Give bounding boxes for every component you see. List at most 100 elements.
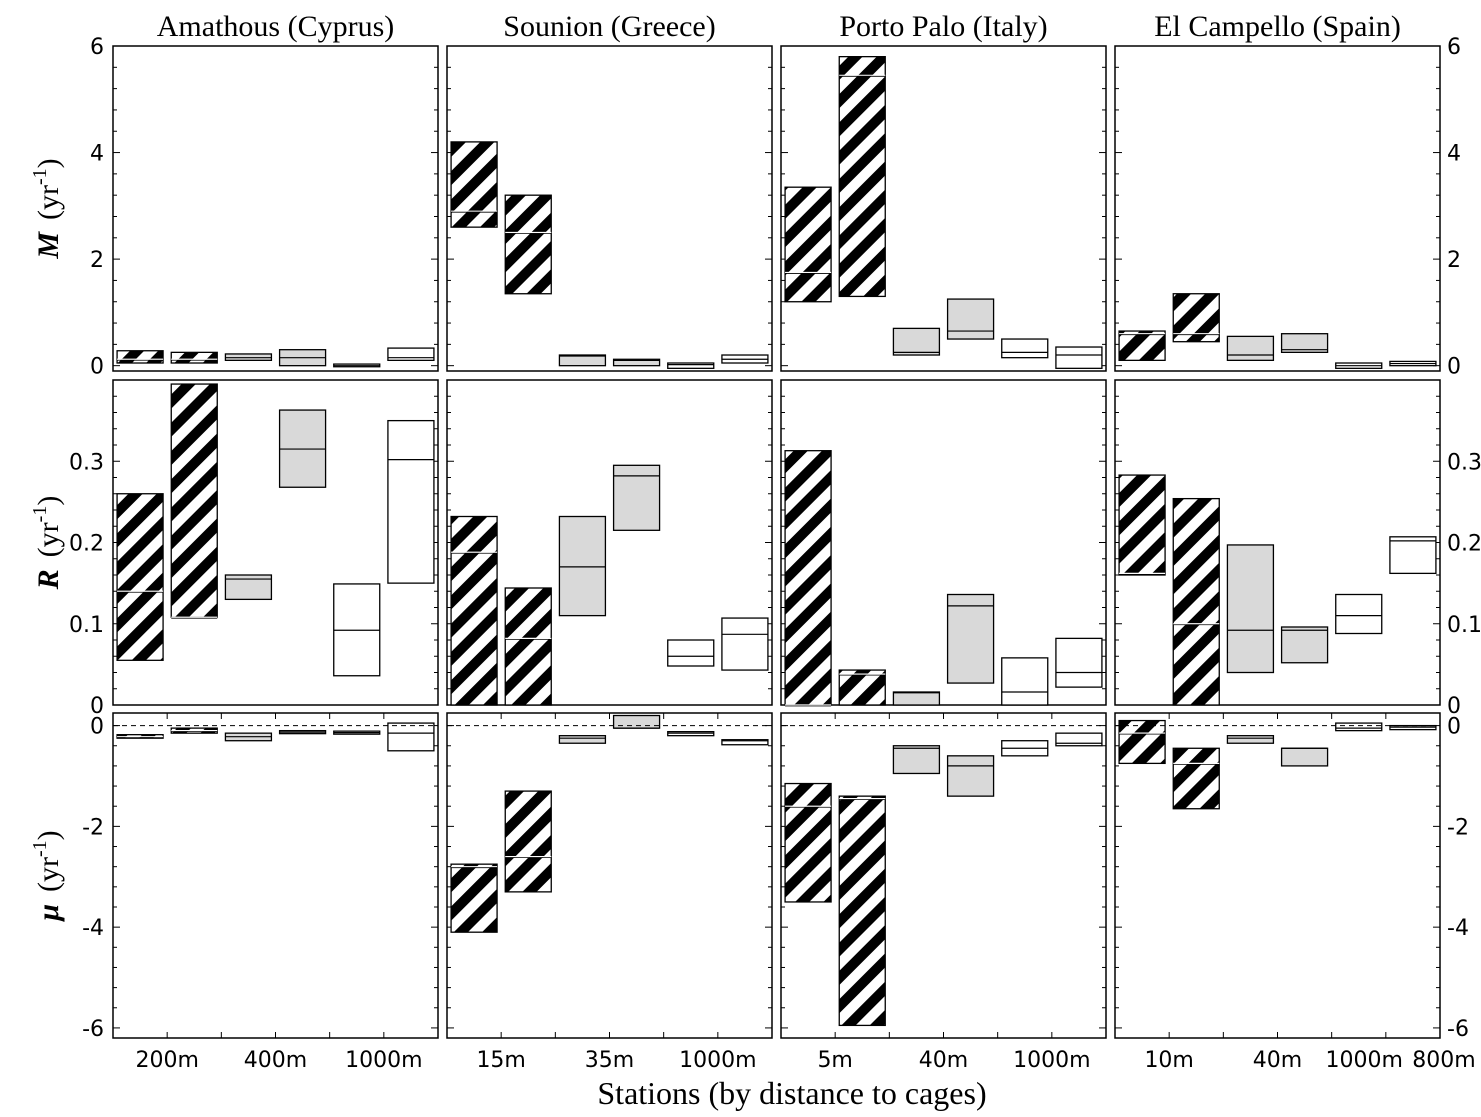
y-axis-label-R: R (yr-1) [29,496,65,591]
bar-M-0 [450,141,498,228]
site-title: Amathous (Cyprus) [157,10,394,43]
y-tick-label-left: 0 [90,355,104,380]
panel-frame [780,45,1107,372]
panel-frame [1114,712,1441,1039]
x-tick-label: 1000m [1325,1048,1402,1073]
y-tick-label-left: 0.3 [69,450,104,475]
y-axis-label-unit: (yr [32,185,65,220]
y-axis-label-exponent: -1 [29,506,51,523]
y-tick-label-right: 2 [1447,248,1461,273]
panel-R-1 [446,379,773,706]
site-title: Porto Palo (Italy) [839,10,1047,43]
panel-frame [112,379,439,706]
y-tick-label-left: 0.2 [69,532,104,557]
y-tick-label-left: 2 [90,248,104,273]
panel-M-1 [446,45,773,372]
panel-M-0 [112,45,439,372]
panel-mu-0 [112,712,439,1039]
bar-M-1 [504,194,552,295]
bar-mu-0 [450,863,498,933]
panel-frame [1114,45,1441,372]
bar-M-2 [892,327,941,356]
bar-M-5 [387,347,435,361]
bar-mu-2 [1226,735,1275,744]
x-tick-label: 40m [1253,1048,1302,1073]
bar-M-1 [170,351,218,364]
y-tick-label-right: 0.2 [1447,532,1481,557]
panel-R-0 [112,379,439,706]
y-axis-label-unit: (yr [32,857,65,892]
y-tick-label-right: 0.1 [1447,613,1481,638]
x-tick-label: 400m [244,1048,307,1073]
panel-frame [112,712,439,1039]
y-axis-label-unit: (yr [32,522,65,557]
bar-M-3 [1280,333,1329,354]
bar-R-1 [504,587,552,706]
panel-mu-3 [1114,712,1441,1039]
bar-M-0 [784,186,832,303]
panel-M-3 [1114,45,1441,372]
y-tick-label-left: -6 [82,1017,104,1042]
bar-M-4 [667,362,715,369]
panel-mu-2 [780,712,1107,1039]
bar-R-1 [170,383,218,618]
panel-M-2 [780,45,1107,372]
bar-R-0 [450,515,498,706]
bar-mu-1 [504,790,552,893]
bar-R-5 [1055,637,1103,688]
panel-R-3 [1114,379,1441,706]
panel-frame [112,45,439,372]
y-axis-label-exponent: -1 [29,840,51,857]
bar-mu-3 [1280,747,1329,767]
bar-M-0 [1118,330,1166,361]
y-axis-label-close: ) [32,158,65,168]
bar-mu-1 [838,795,886,1027]
bar-mu-2 [892,745,941,775]
x-tick-label: 10m [1144,1048,1193,1073]
x-tick-label: 1000m [679,1048,756,1073]
y-tick-label-right: 0 [1447,355,1461,380]
bar-R-4 [1335,593,1383,635]
bar-R-0 [1118,474,1166,576]
y-tick-label-left: 6 [90,35,104,60]
y-tick-label-right: -6 [1447,1017,1469,1042]
x-tick-label: 1000m [1013,1048,1090,1073]
bar-M-3 [946,298,995,340]
bar-M-0 [116,350,164,364]
panel-frame [780,379,1107,706]
bar-R-3 [946,593,995,684]
bar-R-3 [612,464,661,531]
y-axis-label-close: ) [32,496,65,506]
bar-R-0 [784,450,832,706]
y-tick-label-right: 0 [1447,694,1461,719]
y-tick-label-left: -2 [82,815,104,840]
figure-x-axis-label: Stations (by distance to cages) [597,1075,986,1111]
y-tick-label-right: -2 [1447,815,1469,840]
bar-M-3 [612,358,661,367]
bar-R-5 [1389,536,1437,575]
y-axis-label-M: M (yr-1) [29,158,65,259]
bar-R-0 [116,493,164,661]
y-axis-label-symbol: μ [32,904,65,923]
bar-mu-5 [721,739,769,746]
labels-layer: Stations (by distance to cages) 0 0 2 2 4 4 6 6… [29,10,1481,1111]
bar-M-2 [1226,335,1275,361]
bar-M-2 [558,354,607,367]
panel-R-2 [780,379,1107,707]
bar-R-3 [1280,626,1329,664]
x-tick-label: 5m [817,1048,852,1073]
bar-M-5 [1055,346,1103,369]
panel-frame [1114,379,1441,706]
y-tick-label-right: 4 [1447,142,1461,167]
x-tick-label: 35m [585,1048,634,1073]
bar-mu-5 [1055,732,1103,747]
x-tick-label: 200m [135,1048,198,1073]
bar-M-1 [838,56,886,298]
y-tick-label-right: 6 [1447,35,1461,60]
bar-R-1 [838,669,886,706]
y-tick-label-left: 0 [90,715,104,740]
panels-layer [112,45,1441,1039]
bar-R-5 [721,617,769,671]
y-tick-label-left: 4 [90,142,104,167]
